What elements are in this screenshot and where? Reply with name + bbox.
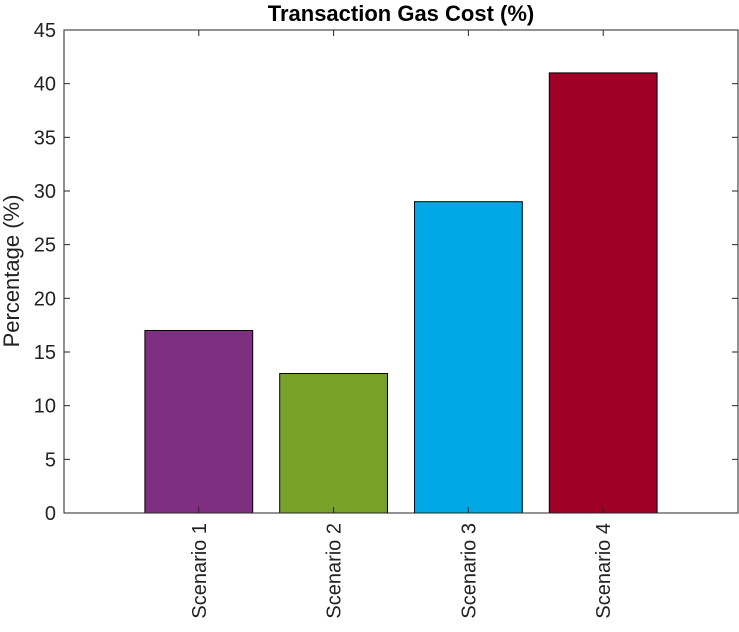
- y-tick-label: 0: [45, 503, 56, 525]
- y-tick-label: 5: [45, 449, 56, 471]
- bar-2: [279, 373, 389, 514]
- plot-area-box: [63, 29, 739, 514]
- y-tick-label: 25: [34, 235, 56, 257]
- x-tick-label: Scenario 1: [189, 523, 211, 619]
- bar-4: [548, 72, 658, 514]
- y-tick-label: 30: [34, 181, 56, 203]
- x-tick-label: Scenario 3: [458, 523, 480, 619]
- x-tick-label: Scenario 2: [324, 523, 346, 619]
- y-tick-label: 35: [34, 127, 56, 149]
- y-tick-label: 40: [34, 74, 56, 96]
- chart-title: Transaction Gas Cost (%): [268, 1, 535, 26]
- y-tick-label: 10: [34, 396, 56, 418]
- y-tick-label: 15: [34, 342, 56, 364]
- x-tick-label: Scenario 4: [593, 523, 615, 619]
- y-tick-label: 45: [34, 20, 56, 42]
- y-axis-label: Percentage (%): [0, 195, 24, 348]
- y-tick-label: 20: [34, 288, 56, 310]
- bar-3: [414, 201, 523, 514]
- bar-1: [144, 330, 254, 514]
